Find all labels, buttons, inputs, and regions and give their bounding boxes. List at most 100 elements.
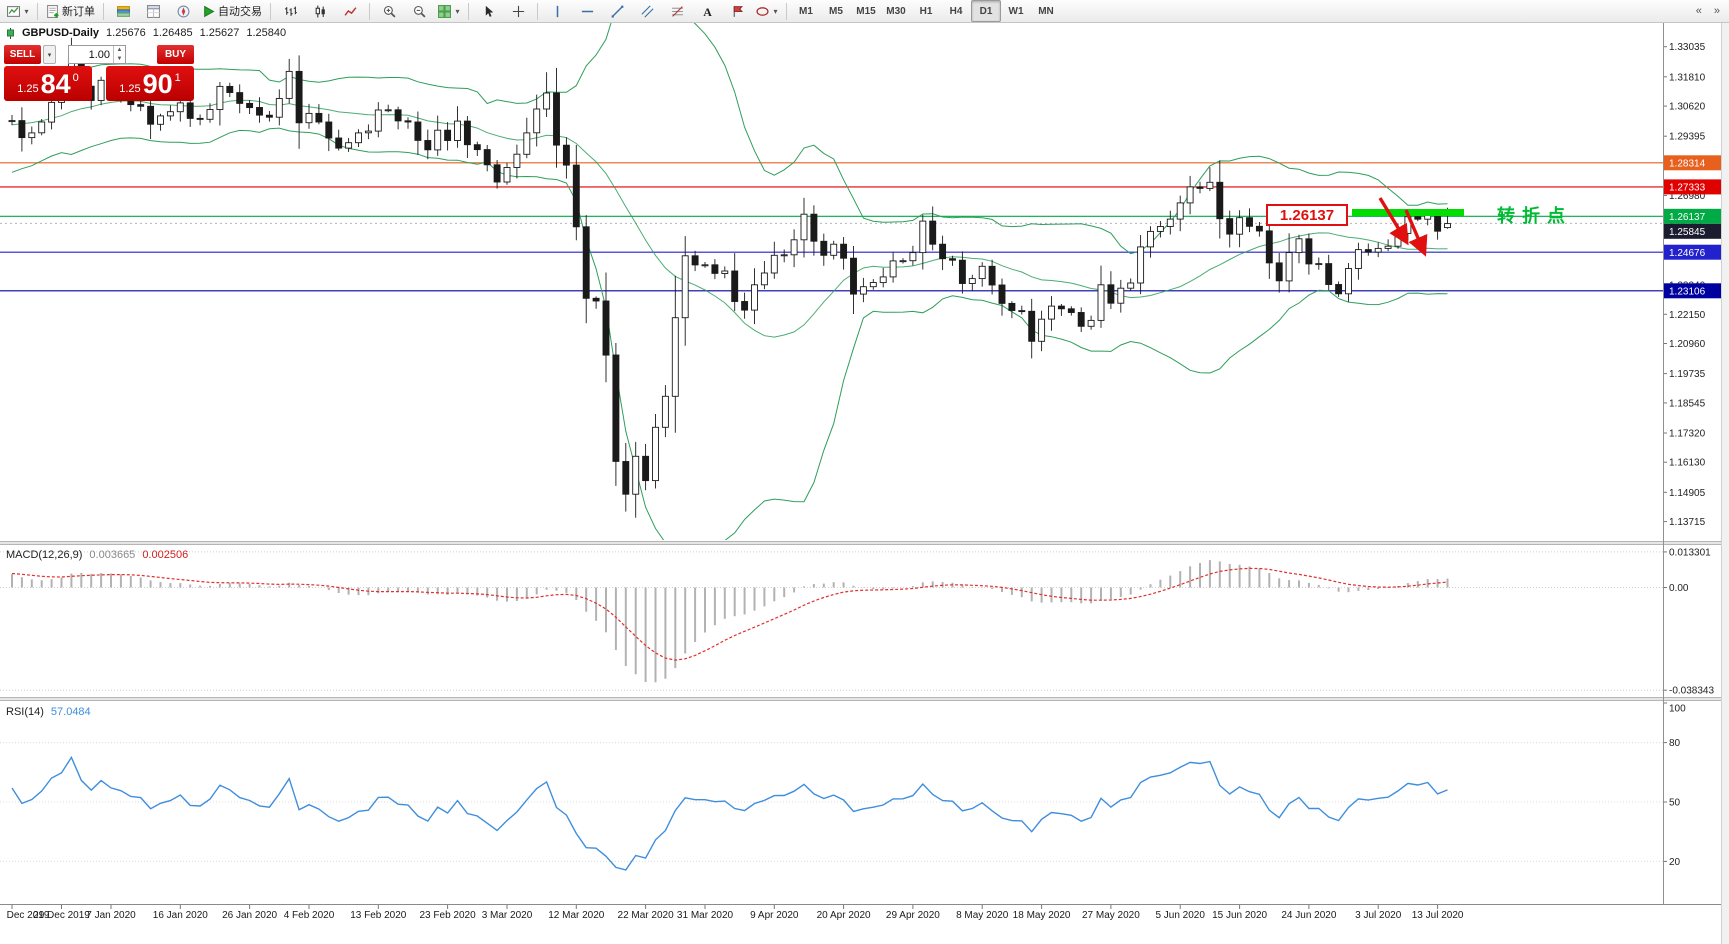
svg-text:20 Apr 2020: 20 Apr 2020 [817,910,871,921]
rsi-value: 57.0484 [50,706,91,718]
svg-text:1.28314: 1.28314 [1669,159,1706,170]
timeframe-m1-button[interactable]: M1 [799,5,813,17]
pane-splitter-macd[interactable] [0,541,1721,545]
svg-text:1.20960: 1.20960 [1669,339,1706,350]
timeframe-w1-button[interactable]: W1 [1008,5,1024,17]
svg-text:15 Jun 2020: 15 Jun 2020 [1212,910,1267,921]
svg-text:24 Jun 2020: 24 Jun 2020 [1281,910,1336,921]
svg-text:26 Jan 2020: 26 Jan 2020 [222,910,277,921]
svg-text:22 Mar 2020: 22 Mar 2020 [618,910,675,921]
zoom-in-button[interactable] [374,0,404,22]
pane-splitter-rsi[interactable] [0,697,1721,701]
timeframe-m15-button[interactable]: M15 [856,5,876,17]
cursor-button[interactable] [473,0,503,22]
svg-text:1.31810: 1.31810 [1669,72,1706,83]
svg-text:1.17320: 1.17320 [1669,429,1706,440]
sell-price-big: 84 [40,69,71,100]
sell-price-sup: 0 [72,72,79,84]
timeframe-m5-button[interactable]: M5 [829,5,843,17]
svg-text:50: 50 [1669,798,1681,809]
ohlc-open: 1.25676 [106,27,146,39]
macd-value-main: 0.003665 [89,549,136,561]
volume-stepper[interactable]: ▲ ▼ [113,46,125,63]
svg-text:8 May 2020: 8 May 2020 [956,910,1009,921]
symbol-icon [6,27,15,39]
right-scroll-strip[interactable] [1721,23,1729,944]
buy-price-prefix: 1.25 [119,83,141,95]
arrows-button[interactable]: ▾ [752,0,782,22]
svg-text:1.26980: 1.26980 [1669,191,1706,202]
svg-text:4 Feb 2020: 4 Feb 2020 [284,910,335,921]
timeframe-mn-button[interactable]: MN [1038,5,1054,17]
fibonacci-button[interactable] [662,0,692,22]
svg-text:80: 80 [1669,738,1681,749]
svg-text:1.16130: 1.16130 [1669,458,1706,469]
text-button[interactable]: A [692,0,722,22]
svg-text:-0.038343: -0.038343 [1669,686,1714,697]
toolbar-separator [103,2,104,20]
toolbar-overflow-button[interactable]: « [1695,5,1702,17]
horizontal-line-button[interactable] [572,0,602,22]
text-label-button[interactable] [722,0,752,22]
trade-options-dropdown[interactable]: ▾ [43,45,56,64]
svg-text:18 May 2020: 18 May 2020 [1013,910,1071,921]
svg-text:1.25845: 1.25845 [1669,227,1706,238]
candlestick-button[interactable] [305,0,335,22]
buy-button[interactable]: BUY [157,45,194,64]
svg-text:A: A [703,5,712,18]
price-axis[interactable] [1664,23,1721,904]
svg-text:29 Dec 2019: 29 Dec 2019 [33,910,90,921]
autotrading-button[interactable]: 自动交易 [198,0,266,22]
volume-down-icon[interactable]: ▼ [116,55,123,62]
ohlc-low: 1.25627 [199,27,240,39]
toolbar: ▾ 新订单 自动交易 ▾ A ▾ M1 M5 M15 M30 H1 H4 D1 W1 MN « » [0,0,1729,23]
toolbar-separator [468,2,469,20]
buy-price-sup: 1 [174,72,181,84]
price-level-callout[interactable]: 1.26137 [1266,204,1348,226]
timeframe-m30-button[interactable]: M30 [886,5,906,17]
svg-text:1.29395: 1.29395 [1669,132,1706,143]
turning-point-note[interactable]: 转折点 [1497,206,1572,226]
equidistant-channel-button[interactable] [632,0,662,22]
zoom-out-button[interactable] [404,0,434,22]
bar-chart-button[interactable] [275,0,305,22]
vertical-line-button[interactable] [542,0,572,22]
market-watch-button[interactable] [108,0,138,22]
symbol-name: GBPUSD-Daily [22,27,100,39]
macd-label: MACD(12,26,9) 0.003665 0.002506 [6,549,188,561]
timeframe-h4-button[interactable]: H4 [949,5,963,17]
svg-text:1.19735: 1.19735 [1669,369,1706,380]
sell-button[interactable]: SELL [4,45,41,64]
trendline-button[interactable] [602,0,632,22]
svg-text:3 Jul 2020: 3 Jul 2020 [1355,910,1402,921]
volume-input[interactable]: 1.00 ▲ ▼ [68,45,126,64]
new-chart-button[interactable]: ▾ [3,0,33,22]
svg-text:1.14905: 1.14905 [1669,488,1706,499]
data-window-button[interactable] [138,0,168,22]
toolbar-separator [537,2,538,20]
svg-text:Dec 2019: Dec 2019 [7,910,50,921]
time-axis[interactable] [0,906,1663,924]
new-order-button[interactable]: 新订单 [42,0,99,22]
svg-text:9 Apr 2020: 9 Apr 2020 [750,910,799,921]
line-chart-button[interactable] [335,0,365,22]
toolbar-customize-button[interactable]: » [1713,5,1720,17]
svg-text:16 Jan 2020: 16 Jan 2020 [153,910,208,921]
crosshair-button[interactable] [503,0,533,22]
buy-price-button[interactable]: 1.25 90 1 [106,66,194,101]
timeframe-h1-button[interactable]: H1 [919,5,933,17]
rsi-title: RSI(14) [6,706,44,718]
toolbar-separator [786,2,787,20]
volume-up-icon[interactable]: ▲ [116,47,123,54]
svg-text:1.27333: 1.27333 [1669,183,1706,194]
tile-windows-button[interactable]: ▾ [434,0,464,22]
navigator-button[interactable] [168,0,198,22]
sell-price-button[interactable]: 1.25 84 0 [4,66,92,101]
timeframe-d1-button[interactable]: D1 [971,0,1001,22]
svg-text:27 May 2020: 27 May 2020 [1082,910,1140,921]
buy-price-big: 90 [142,69,173,100]
svg-text:13 Feb 2020: 13 Feb 2020 [350,910,407,921]
svg-text:7 Jan 2020: 7 Jan 2020 [86,910,136,921]
svg-text:100: 100 [1669,704,1686,715]
